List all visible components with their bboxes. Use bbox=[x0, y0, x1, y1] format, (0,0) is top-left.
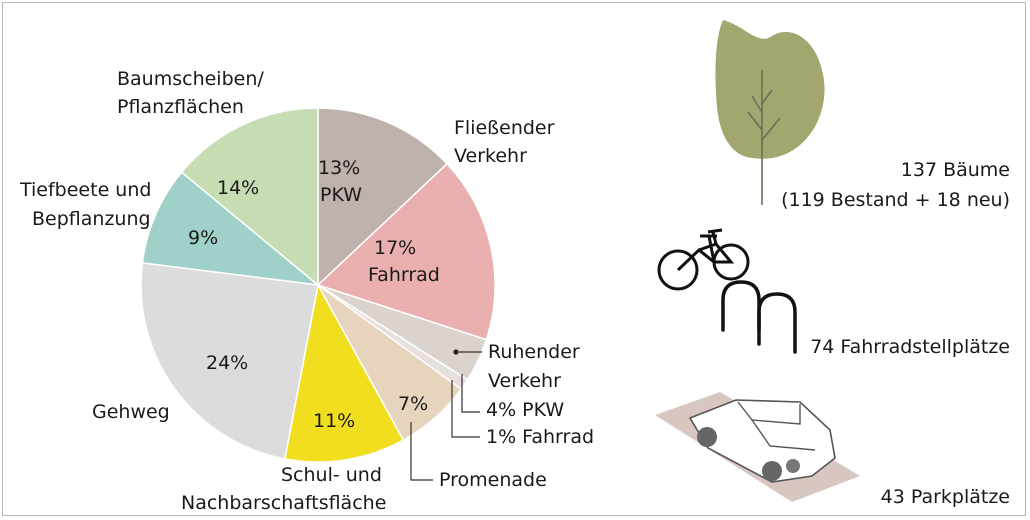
category-label-ruhend-pkw: 4% PKW bbox=[486, 399, 564, 421]
category-label-ruhend-fahrrad: 1% Fahrrad bbox=[486, 426, 594, 448]
car-icon bbox=[655, 392, 860, 502]
category-label-tiefbeete-1: Tiefbeete und bbox=[19, 179, 151, 201]
pie-slice-schul bbox=[283, 282, 405, 463]
category-label-baumscheiben-1: Baumscheiben/ bbox=[117, 68, 264, 90]
bike-rack-icon bbox=[721, 280, 797, 354]
pie-chart bbox=[140, 107, 496, 463]
leader-dot bbox=[453, 349, 459, 355]
pct-label-gehweg: 24% bbox=[206, 352, 248, 374]
pct-label-baumscheiben: 14% bbox=[217, 177, 259, 199]
category-label-ruhend-1: Ruhender bbox=[488, 341, 580, 363]
category-label-fliessend-1: Fließender bbox=[454, 117, 555, 139]
stat-bikes: 74 Fahrradstellplätze bbox=[810, 336, 1010, 358]
pct-label-fahrrad: 17% bbox=[374, 237, 416, 259]
leader-line-pkw bbox=[461, 374, 480, 413]
leader-line-promenade bbox=[410, 422, 433, 481]
category-label-schul-2: Nachbarschaftsfläche bbox=[181, 492, 386, 514]
category-label-promenade: Promenade bbox=[439, 469, 547, 491]
pct-label-tiefbeete: 9% bbox=[188, 227, 218, 249]
category-label-schul-1: Schul- und bbox=[281, 464, 382, 486]
pie-slice-fahrrad_moving bbox=[316, 162, 496, 341]
pie-slice-tiefbeete bbox=[141, 171, 321, 287]
category-label-fliessend-2: Verkehr bbox=[454, 145, 527, 167]
pct-label-pkw: 13% bbox=[318, 157, 360, 179]
leader-lines bbox=[410, 349, 482, 481]
bicycle-icon bbox=[657, 228, 750, 291]
sub-label-pkw: PKW bbox=[320, 184, 362, 206]
pct-label-promenade: 7% bbox=[398, 393, 428, 415]
category-label-ruhend-2: Verkehr bbox=[488, 370, 561, 392]
stat-trees-line1: 137 Bäume bbox=[901, 159, 1010, 181]
pie-slice-baumscheiben bbox=[180, 107, 319, 287]
leader-line-fahrrad bbox=[451, 380, 480, 438]
tree-icon bbox=[715, 20, 825, 205]
pie-slice-gehweg bbox=[140, 261, 319, 460]
pct-label-schul: 11% bbox=[313, 410, 355, 432]
stat-parking: 43 Parkplätze bbox=[881, 486, 1010, 508]
category-label-gehweg: Gehweg bbox=[92, 401, 170, 423]
pie-slice-pkw_moving bbox=[317, 107, 449, 287]
category-label-baumscheiben-2: Pflanzflächen bbox=[117, 96, 244, 118]
category-label-tiefbeete-2: Bepflanzung bbox=[32, 208, 151, 230]
stat-trees-line2: (119 Bestand + 18 neu) bbox=[781, 189, 1010, 211]
sub-label-fahrrad: Fahrrad bbox=[368, 264, 440, 286]
